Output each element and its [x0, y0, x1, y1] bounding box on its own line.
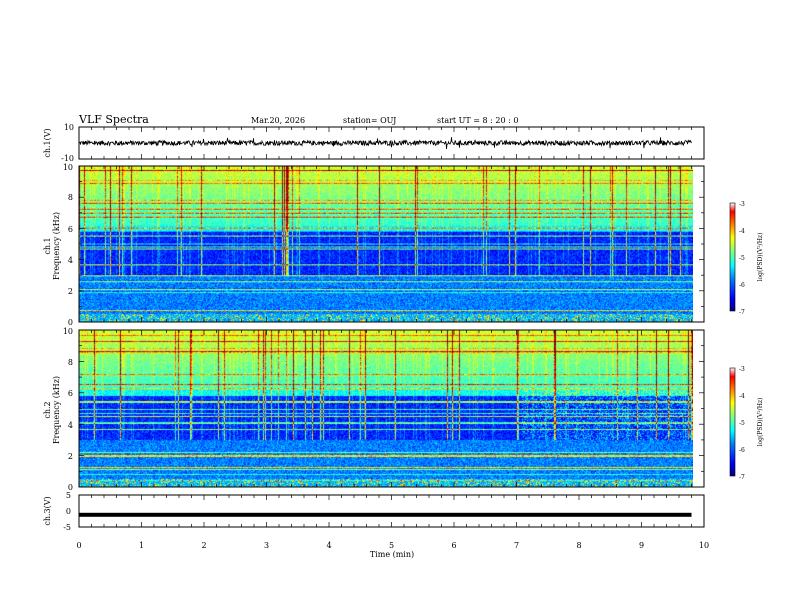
ch2-ytick-2: 2	[68, 452, 73, 461]
start-time-label: start UT = 8 : 20 : 0	[437, 116, 518, 125]
ch2-ytick-8: 8	[68, 358, 73, 367]
ch3-waveform-panel: 5 0 -5 ch.3(V)	[43, 491, 705, 532]
ch1-ytick-top: 10	[64, 123, 74, 132]
ch1-spectrogram-xticks	[78, 166, 705, 322]
ch1-colorbar-label: log(PSD)(V²/Hz)	[757, 233, 764, 282]
ch1-spectrogram-ylabel-channel: ch.1	[43, 237, 52, 254]
ch3-waveform-ylabel: ch.3(V)	[43, 496, 52, 525]
ch1-ytick-2: 2	[68, 287, 73, 296]
x-tick-label: 10	[699, 541, 709, 550]
ch2-colorbar-tick: -3	[739, 366, 745, 373]
x-tick-label: 9	[639, 541, 644, 550]
station-label: station= OUJ	[343, 116, 396, 125]
ch3-waveform-frame	[78, 494, 705, 528]
ch1-spectrogram-yticks	[79, 165, 704, 323]
ch3-ytick-top: 5	[66, 491, 71, 500]
ch2-ytick-10: 10	[63, 327, 73, 336]
ch2-colorbar	[729, 367, 736, 477]
x-axis-tick-labels: 0 1 2 3 4 5 6 7 8 9 10	[76, 541, 709, 550]
ch3-waveform-trace	[79, 512, 692, 517]
ch1-ytick-bottom: -10	[61, 154, 74, 163]
ch2-ytick-4: 4	[68, 421, 73, 430]
ch1-colorbar-tick: -3	[739, 201, 745, 208]
x-tick-label: 6	[451, 541, 456, 550]
ch1-colorbar	[729, 202, 736, 312]
ch1-spectrogram-image	[79, 166, 693, 322]
ch2-spectrogram-panel: 0 2 4 6 8 10 ch.2 Frequency (kHz) -3 -4 …	[43, 327, 764, 492]
ch1-waveform-xticks	[78, 127, 705, 159]
ch1-ytick-0: 0	[68, 318, 73, 327]
ch1-colorbar-tick: -6	[739, 282, 745, 289]
ch3-waveform-xticks	[78, 495, 705, 527]
ch3-ytick-mid: 0	[66, 507, 71, 516]
x-tick-label: 4	[326, 541, 331, 550]
ch1-waveform-panel: 10 -10 ch.1(V)	[43, 123, 705, 163]
x-tick-label: 7	[514, 541, 519, 550]
x-axis-label: Time (min)	[370, 550, 414, 559]
ch2-colorbar-tick: -7	[739, 474, 745, 481]
ch3-ytick-bottom: -5	[63, 523, 71, 532]
ch1-spectrogram-ylabel-frequency: Frequency (kHz)	[52, 212, 61, 280]
x-tick-label: 2	[201, 541, 206, 550]
x-tick-label: 1	[139, 541, 144, 550]
ch2-spectrogram-ylabel-frequency: Frequency (kHz)	[52, 376, 61, 444]
ch2-spectrogram-image	[79, 330, 693, 487]
x-tick-label: 5	[389, 541, 394, 550]
ch1-ytick-4: 4	[68, 256, 73, 265]
ch1-ytick-6: 6	[68, 225, 73, 234]
ch2-colorbar-label: log(PSD)(V²/Hz)	[757, 398, 764, 447]
ch1-spectrogram-panel: 0 2 4 6 8 10 ch.1 Frequency (kHz) -3 -4 …	[43, 163, 764, 327]
ch2-spectrogram-ylabel-channel: ch.2	[43, 401, 52, 418]
ch2-spectrogram-yticks	[79, 329, 704, 488]
ch2-colorbar-tick: -5	[739, 420, 745, 427]
ch2-ytick-0: 0	[68, 483, 73, 492]
ch2-spectrogram-xticks	[78, 330, 705, 487]
figure-title: VLF Spectra	[78, 113, 149, 126]
ch1-ytick-10: 10	[63, 163, 73, 172]
x-tick-label: 8	[576, 541, 581, 550]
ch2-colorbar-tick: -4	[739, 393, 745, 400]
ch1-colorbar-tick: -4	[739, 228, 745, 235]
ch1-colorbar-tick: -5	[739, 255, 745, 262]
ch1-waveform-ylabel: ch.1(V)	[43, 128, 52, 157]
date-label: Mar.20, 2026	[251, 116, 305, 125]
ch2-ytick-6: 6	[68, 389, 73, 398]
x-tick-label: 3	[264, 541, 269, 550]
ch1-colorbar-tick: -7	[739, 309, 745, 316]
ch2-colorbar-tick: -6	[739, 447, 745, 454]
x-tick-label: 0	[76, 541, 81, 550]
ch1-ytick-8: 8	[68, 193, 73, 202]
ch1-waveform-trace	[78, 137, 692, 149]
